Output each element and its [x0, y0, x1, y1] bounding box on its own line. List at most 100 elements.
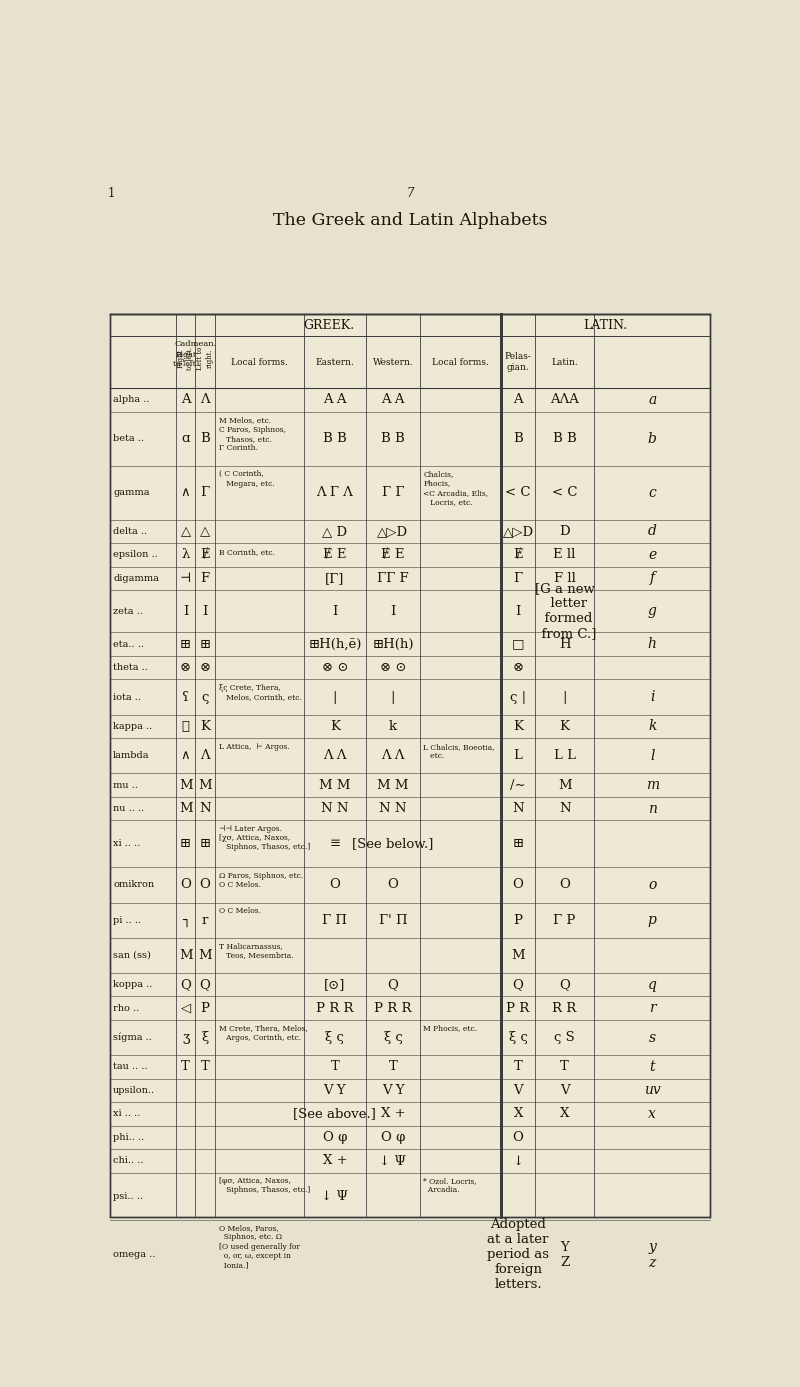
Text: ⊳: ⊳: [182, 720, 190, 732]
Text: ⊗: ⊗: [180, 662, 191, 674]
Text: Γ: Γ: [514, 571, 522, 585]
Text: ⊗: ⊗: [513, 662, 524, 674]
Text: L Chalcis, Boeotia,
   etc.: L Chalcis, Boeotia, etc.: [423, 743, 494, 760]
Text: X: X: [560, 1107, 570, 1121]
Text: O: O: [387, 878, 398, 892]
Text: k: k: [648, 720, 656, 734]
Text: P R R: P R R: [374, 1001, 412, 1015]
Text: Western.: Western.: [373, 358, 414, 366]
Text: Y
Z: Y Z: [560, 1241, 570, 1269]
Text: Γ Γ: Γ Γ: [382, 487, 404, 499]
Text: xi .. ..: xi .. ..: [113, 839, 141, 849]
Text: gamma: gamma: [113, 488, 150, 497]
Text: y
z: y z: [648, 1240, 656, 1270]
Text: N: N: [199, 802, 211, 816]
Text: V Y: V Y: [382, 1083, 404, 1097]
Text: ⊗ ⊙: ⊗ ⊙: [380, 662, 406, 674]
Text: Ɇ E: Ɇ E: [323, 548, 346, 562]
Text: ξ ς: ξ ς: [509, 1031, 527, 1044]
Text: Q: Q: [513, 978, 523, 992]
Text: pi .. ..: pi .. ..: [113, 915, 142, 925]
Text: AΛA: AΛA: [550, 394, 579, 406]
Text: beta ..: beta ..: [113, 434, 144, 444]
Text: I: I: [332, 605, 338, 617]
Text: ⊞H(h): ⊞H(h): [372, 638, 414, 651]
Text: tau .. ..: tau .. ..: [113, 1062, 148, 1071]
Text: O: O: [180, 878, 191, 892]
Text: △▷D: △▷D: [502, 524, 534, 538]
Text: X +: X +: [381, 1107, 406, 1121]
Text: B: B: [200, 433, 210, 445]
Text: Λ: Λ: [200, 749, 210, 763]
Text: X: X: [514, 1107, 523, 1121]
Text: ≡: ≡: [330, 838, 340, 850]
Text: K: K: [513, 720, 523, 732]
Text: L L: L L: [554, 749, 576, 763]
Text: P R: P R: [506, 1001, 530, 1015]
Text: I: I: [515, 605, 521, 617]
Text: ξ ς: ξ ς: [326, 1031, 344, 1044]
Text: 1: 1: [108, 187, 115, 200]
Text: P: P: [514, 914, 522, 927]
Text: T: T: [182, 1061, 190, 1074]
Text: M: M: [179, 949, 193, 961]
Text: sígma ..: sígma ..: [113, 1033, 152, 1042]
Text: kappa ..: kappa ..: [113, 721, 153, 731]
Text: O φ: O φ: [381, 1130, 406, 1144]
Text: ↓ Ψ: ↓ Ψ: [379, 1154, 406, 1168]
Text: Q: Q: [387, 978, 398, 992]
Text: N N: N N: [379, 802, 406, 816]
Text: Left to
right.: Left to right.: [197, 347, 214, 370]
Text: M: M: [179, 802, 193, 816]
Text: phi.. ..: phi.. ..: [113, 1133, 145, 1142]
Text: Λ: Λ: [200, 394, 210, 406]
Text: N: N: [512, 802, 524, 816]
Text: ς: ς: [202, 691, 209, 703]
Text: Β B: Β B: [381, 433, 405, 445]
Text: g: g: [648, 605, 657, 619]
Text: ⊞: ⊞: [180, 838, 191, 850]
Text: l: l: [650, 749, 654, 763]
Text: epsilon ..: epsilon ..: [113, 551, 158, 559]
Text: c: c: [648, 485, 656, 499]
Text: □: □: [512, 638, 524, 651]
Text: ⊣⊣ Later Argos.
[χσ, Attica, Naxos,
   Siphnos, Thasos, etc.]: ⊣⊣ Later Argos. [χσ, Attica, Naxos, Siph…: [218, 825, 310, 852]
Text: M M: M M: [378, 778, 409, 792]
Text: i: i: [650, 689, 654, 705]
Text: K: K: [330, 720, 340, 732]
Text: t: t: [650, 1060, 655, 1074]
Text: I: I: [390, 605, 396, 617]
Text: M: M: [511, 949, 525, 961]
Text: Β B: Β B: [553, 433, 577, 445]
Text: Cadmean.: Cadmean.: [174, 340, 217, 348]
Text: ⊞: ⊞: [513, 838, 524, 850]
Text: eta.. ..: eta.. ..: [113, 639, 144, 649]
Text: The Greek and Latin Alphabets: The Greek and Latin Alphabets: [273, 212, 547, 229]
Text: LATIN.: LATIN.: [584, 319, 628, 331]
Text: Ɇ: Ɇ: [514, 548, 523, 562]
Text: M: M: [198, 778, 212, 792]
Text: ς S: ς S: [554, 1031, 575, 1044]
Text: koppa ..: koppa ..: [113, 981, 153, 989]
Text: △ D: △ D: [322, 524, 347, 538]
Text: /∼: /∼: [510, 778, 526, 792]
Text: a: a: [648, 393, 656, 406]
Text: p: p: [648, 913, 657, 927]
Text: |: |: [390, 691, 395, 703]
Text: Eastern.: Eastern.: [315, 358, 354, 366]
Text: Adopted
at a later
period as
foreign
letters.: Adopted at a later period as foreign let…: [487, 1218, 549, 1291]
Text: F: F: [201, 571, 210, 585]
Text: upsilon..: upsilon..: [113, 1086, 155, 1094]
Text: B Corinth, etc.: B Corinth, etc.: [218, 548, 274, 556]
Text: M M: M M: [319, 778, 350, 792]
Text: o: o: [648, 878, 656, 892]
Text: Β B: Β B: [323, 433, 346, 445]
Text: O φ: O φ: [322, 1130, 347, 1144]
Text: V: V: [514, 1083, 523, 1097]
Text: Ω Paros, Siphnos, etc.
O C Melos.: Ω Paros, Siphnos, etc. O C Melos.: [218, 872, 303, 889]
Text: r: r: [202, 914, 208, 927]
Text: M: M: [179, 778, 193, 792]
Text: ξ: ξ: [202, 1031, 209, 1044]
Text: ⊞: ⊞: [199, 838, 210, 850]
Text: san (ss): san (ss): [113, 951, 151, 960]
